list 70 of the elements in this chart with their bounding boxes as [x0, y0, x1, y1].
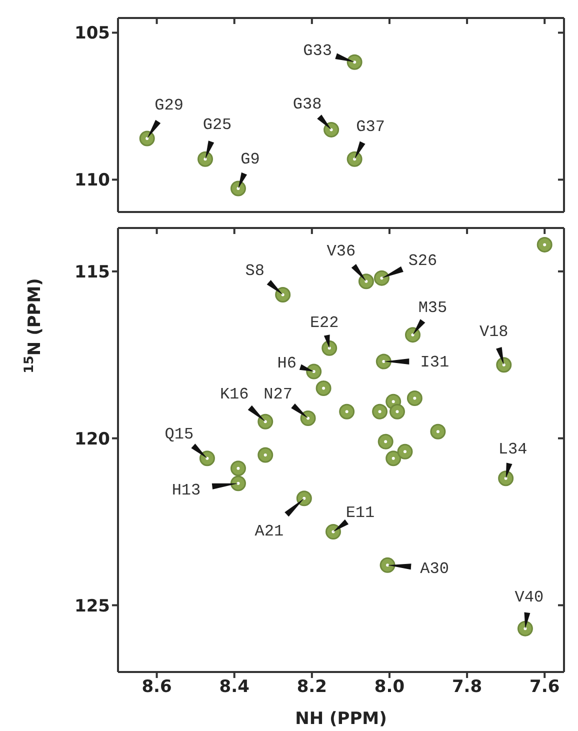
point — [386, 450, 402, 466]
x-tick-label: 8.6 — [142, 677, 172, 698]
point — [405, 327, 420, 343]
annotation: I31 — [420, 354, 450, 372]
annotation: G29 — [154, 96, 184, 115]
point — [376, 354, 392, 370]
point — [230, 476, 246, 492]
annotation: H6 — [277, 354, 296, 373]
point — [498, 470, 514, 486]
annotation: V36 — [326, 242, 356, 260]
annotation: V40 — [514, 588, 544, 607]
point — [346, 54, 362, 70]
point — [496, 357, 512, 373]
point — [397, 444, 413, 460]
point — [517, 620, 533, 636]
annotation: A21 — [254, 522, 284, 540]
point — [258, 447, 274, 463]
point — [199, 450, 215, 466]
annotation: E11 — [346, 504, 375, 522]
point — [372, 404, 388, 420]
point — [300, 410, 316, 426]
annotation: A30 — [420, 560, 449, 578]
point — [536, 236, 552, 252]
x-tick-label: 8.2 — [296, 677, 327, 698]
y-tick-label: 105 — [74, 24, 110, 44]
annotation: Q15 — [164, 425, 194, 444]
annotation: G33 — [303, 42, 332, 60]
point — [275, 287, 291, 303]
point — [198, 151, 214, 167]
point — [378, 434, 394, 450]
annotation: G37 — [356, 118, 385, 136]
x-tick-label: 8.4 — [219, 677, 250, 698]
point — [358, 274, 374, 290]
annotation: H13 — [172, 481, 201, 500]
annotation: V18 — [479, 322, 508, 341]
y-tick-label: 125 — [74, 596, 110, 616]
annotation: S26 — [408, 252, 438, 270]
annotation: L34 — [498, 440, 528, 458]
point — [258, 414, 274, 430]
point — [339, 404, 355, 420]
point — [230, 180, 246, 196]
point — [316, 380, 332, 396]
point — [296, 490, 312, 506]
point — [322, 340, 338, 356]
annotation: G9 — [240, 150, 260, 168]
y-tick-label: 120 — [74, 429, 110, 450]
annotation: G25 — [202, 116, 232, 134]
annotation: M35 — [418, 298, 448, 317]
annotation: E22 — [310, 314, 339, 332]
annotation: G38 — [292, 96, 322, 114]
point — [430, 424, 446, 440]
point — [389, 404, 405, 420]
x-axis-title: NH (PPM) — [295, 709, 387, 729]
point — [346, 151, 362, 167]
annotation: N27 — [264, 385, 292, 404]
point — [139, 130, 155, 146]
x-tick-label: 7.6 — [530, 677, 560, 698]
point — [380, 557, 396, 573]
y-tick-label: 110 — [74, 170, 110, 191]
point — [324, 122, 340, 138]
point — [325, 524, 341, 540]
annotation: K16 — [220, 386, 249, 404]
annotation: S8 — [245, 262, 264, 280]
x-tick-label: 7.8 — [452, 677, 482, 698]
y-tick-label: 115 — [74, 262, 110, 282]
point — [306, 364, 322, 380]
point — [230, 460, 246, 476]
point — [406, 390, 422, 406]
point — [374, 270, 390, 286]
x-tick-label: 8.0 — [374, 677, 405, 698]
